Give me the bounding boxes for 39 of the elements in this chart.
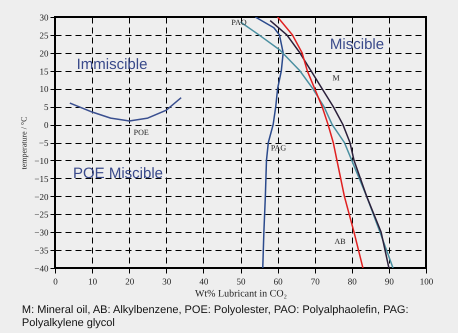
y-tick-label: 20 — [40, 48, 49, 58]
line-series — [254, 17, 284, 268]
series-label: PAG — [270, 143, 286, 152]
x-tick-label: 10 — [88, 276, 98, 286]
x-tick-label: 100 — [420, 276, 434, 286]
series-label: POE — [134, 128, 149, 137]
y-tick-label: −5 — [38, 138, 49, 148]
y-tick-label: −10 — [34, 156, 49, 166]
x-tick-label: 20 — [125, 276, 135, 286]
x-tick-label: 60 — [274, 276, 284, 286]
y-tick-label: 15 — [40, 66, 49, 76]
line-series — [269, 20, 390, 268]
y-tick-label: −15 — [34, 174, 49, 184]
x-axis-title: Wt% Lubricant in CO₂ — [194, 288, 288, 300]
y-axis-title: temperature / °C — [19, 116, 28, 170]
annotation: POE Miscible — [72, 165, 164, 182]
y-tick-label: 0 — [44, 120, 49, 130]
annotation: Immiscible — [76, 56, 148, 73]
y-tick-label: 25 — [40, 30, 49, 40]
y-tick-label: 10 — [40, 84, 49, 94]
x-tick-label: 80 — [348, 276, 358, 286]
annotation: Miscible — [330, 36, 384, 53]
line-series — [69, 96, 182, 122]
y-tick-label: −35 — [34, 246, 49, 256]
x-tick-label: 40 — [199, 276, 209, 286]
y-tick-label: −30 — [34, 228, 49, 238]
y-tick-label: −25 — [34, 210, 49, 220]
y-tick-label: 5 — [44, 102, 49, 112]
y-tick-label: −20 — [34, 192, 49, 202]
text: M: Mineral oil, AB: Alkylbenzene, POE: Polyolester, PAO: Polyalphaolefin, PAG: Polyalkylene glycol — [22, 304, 409, 329]
x-tick-label: 0 — [53, 276, 58, 286]
x-tick-label: 50 — [236, 276, 246, 286]
y-tick-label: 30 — [40, 12, 49, 22]
series-label: M — [332, 74, 340, 83]
series-label: AB — [334, 237, 346, 246]
y-tick-label: −40 — [34, 264, 49, 274]
x-tick-label: 30 — [162, 276, 172, 286]
x-tick-label: 90 — [384, 276, 394, 286]
x-tick-label: 70 — [310, 276, 320, 286]
